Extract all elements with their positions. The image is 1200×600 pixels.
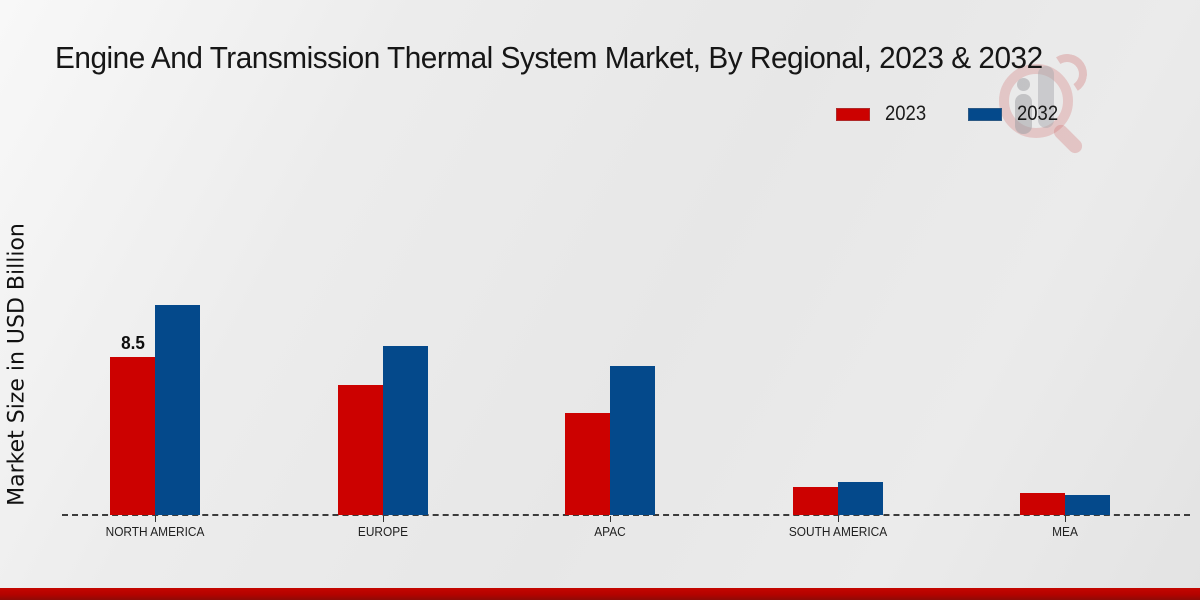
bar-2023-south-america — [792, 487, 838, 515]
legend: 2023 2032 — [836, 102, 1063, 126]
x-axis-tick-mea — [1065, 516, 1066, 522]
legend-label-2023: 2023 — [885, 102, 927, 125]
bar-2032-europe — [382, 346, 428, 515]
x-axis-tick-apac — [610, 516, 611, 522]
x-axis-baseline — [62, 514, 1190, 516]
legend-swatch-2023 — [836, 107, 870, 121]
logo-bar-icon — [1038, 66, 1054, 128]
logo-magnifier-ring-icon — [999, 64, 1073, 138]
legend-label-2032: 2032 — [1016, 102, 1058, 125]
x-axis-tick-europe — [382, 516, 384, 522]
chart-title: Engine And Transmission Thermal System M… — [55, 40, 1043, 75]
market-research-magnifier-logo-icon — [985, 50, 1115, 162]
legend-swatch-2032 — [967, 107, 1002, 121]
legend-item-2032: 2032 — [967, 102, 1064, 126]
x-axis-tick-south-america — [837, 516, 839, 522]
x-axis-tick-north-america — [155, 516, 156, 522]
bar-2032-mea — [1065, 495, 1110, 515]
bar-2023-mea — [1020, 493, 1065, 515]
bar-2023-apac — [565, 413, 610, 515]
x-axis-label-apac: APAC — [594, 525, 626, 539]
bar-2023-europe — [337, 385, 383, 515]
bar-2032-north-america — [155, 305, 200, 515]
logo-person-body-icon — [1015, 94, 1032, 134]
bar-value-label-2023-north-america: 8.5 — [120, 333, 145, 353]
x-axis-label-mea: MEA — [1052, 525, 1078, 539]
bar-2023-north-america — [110, 357, 155, 515]
bar-2032-apac — [610, 366, 655, 515]
logo-person-head-icon — [1017, 78, 1030, 91]
x-axis-label-north-america: NORTH AMERICA — [105, 525, 205, 539]
footer-stripe — [0, 588, 1200, 600]
x-axis-label-south-america: SOUTH AMERICA — [788, 525, 887, 539]
legend-item-2023: 2023 — [836, 102, 932, 126]
x-axis-label-europe: EUROPE — [357, 525, 408, 539]
bar-2032-south-america — [837, 482, 883, 515]
